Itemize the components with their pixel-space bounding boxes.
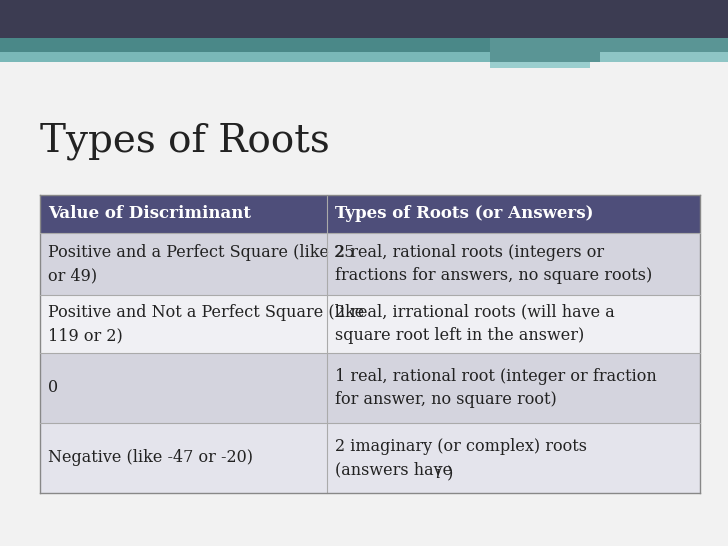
Text: 2 imaginary (or complex) roots
(answers have: 2 imaginary (or complex) roots (answers … <box>335 438 587 478</box>
Bar <box>490 62 590 68</box>
Text: Types of Roots (or Answers): Types of Roots (or Answers) <box>335 205 593 223</box>
Text: 1 real, rational root (integer or fraction
for answer, no square root): 1 real, rational root (integer or fracti… <box>335 368 657 408</box>
Text: Positive and a Perfect Square (like 25
or 49): Positive and a Perfect Square (like 25 o… <box>48 244 355 284</box>
Text: Positive and Not a Perfect Square (like
119 or 2): Positive and Not a Perfect Square (like … <box>48 304 364 344</box>
Text: Value of Discriminant: Value of Discriminant <box>48 205 251 223</box>
Text: Negative (like -47 or -20): Negative (like -47 or -20) <box>48 449 253 466</box>
Text: i: i <box>435 465 440 482</box>
Bar <box>40 423 700 493</box>
Bar <box>40 295 700 353</box>
Bar <box>490 38 728 62</box>
Bar <box>600 52 728 62</box>
Text: 2 real, rational roots (integers or
fractions for answers, no square roots): 2 real, rational roots (integers or frac… <box>335 244 652 284</box>
Bar <box>0 52 490 62</box>
Bar <box>40 195 700 233</box>
Bar <box>40 353 700 423</box>
Bar <box>0 38 728 52</box>
Text: ): ) <box>442 465 454 482</box>
Text: Types of Roots: Types of Roots <box>40 122 330 160</box>
Text: 0: 0 <box>48 379 58 396</box>
Bar <box>40 233 700 295</box>
Bar <box>0 0 728 38</box>
Text: 2 real, irrational roots (will have a
square root left in the answer): 2 real, irrational roots (will have a sq… <box>335 304 615 344</box>
